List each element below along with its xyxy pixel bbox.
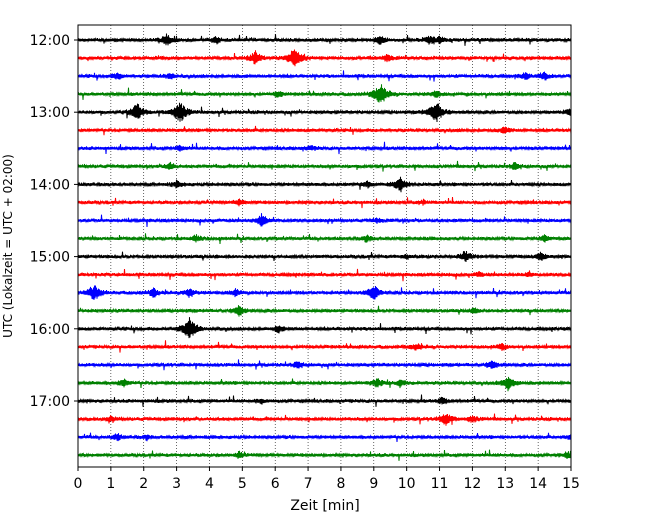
x-tick-label: 7 (304, 476, 313, 492)
seismic-trace (77, 250, 572, 263)
seismic-trace (77, 84, 572, 103)
seismic-trace (77, 70, 572, 82)
x-tick-label: 3 (172, 476, 181, 492)
x-tick-label: 2 (139, 476, 148, 492)
seismic-trace (77, 233, 572, 245)
y-tick-label: 17:00 (30, 394, 70, 410)
y-tick-label: 12:00 (30, 33, 70, 49)
trace-layer (77, 33, 572, 461)
x-tick-label: 8 (336, 476, 345, 492)
y-tick-label: 15:00 (30, 250, 70, 266)
seismic-trace (77, 125, 572, 136)
seismic-trace (77, 359, 572, 371)
seismic-trace (77, 49, 572, 67)
y-tick-label: 14:00 (30, 177, 70, 193)
y-axis-label: UTC (Lokalzeit = UTC + 02:00) (1, 154, 15, 338)
x-tick-label: 5 (238, 476, 247, 492)
seismic-trace (77, 213, 572, 228)
x-tick-label: 9 (369, 476, 378, 492)
seismic-trace (77, 285, 572, 300)
y-axis-ticks: 12:00 13:00 14:00 15:00 16:00 17:00 (30, 33, 78, 410)
seismic-trace (77, 160, 572, 172)
x-tick-label: 6 (271, 476, 280, 492)
seismic-trace (77, 376, 572, 392)
x-tick-label: 12 (463, 476, 481, 492)
x-tick-label: 1 (106, 476, 115, 492)
seismic-trace (77, 33, 572, 46)
x-tick-label: 15 (562, 476, 580, 492)
x-tick-label: 4 (205, 476, 214, 492)
x-tick-label: 14 (529, 476, 547, 492)
seismic-trace (77, 413, 572, 426)
y-tick-label: 13:00 (30, 105, 70, 121)
x-axis-ticks: 0 1 2 3 4 5 6 7 8 9 10 11 12 13 14 15 (74, 467, 580, 492)
x-axis-label: Zeit [min] (290, 498, 359, 514)
seismic-trace (77, 305, 572, 317)
seismic-trace (77, 196, 572, 209)
y-tick-label: 16:00 (30, 322, 70, 338)
seismic-trace (77, 102, 572, 123)
plot-frame (77, 24, 572, 468)
x-tick-label: 13 (496, 476, 514, 492)
seismic-trace (77, 340, 572, 353)
seismic-trace (77, 449, 572, 461)
x-tick-label: 10 (398, 476, 416, 492)
seismic-trace (77, 317, 572, 339)
seismic-trace (77, 176, 572, 193)
x-tick-label: 11 (431, 476, 449, 492)
seismic-trace (77, 141, 572, 155)
seismic-trace (77, 432, 572, 443)
seismic-trace (77, 268, 572, 282)
x-tick-label: 0 (74, 476, 83, 492)
seismic-trace (77, 394, 572, 407)
